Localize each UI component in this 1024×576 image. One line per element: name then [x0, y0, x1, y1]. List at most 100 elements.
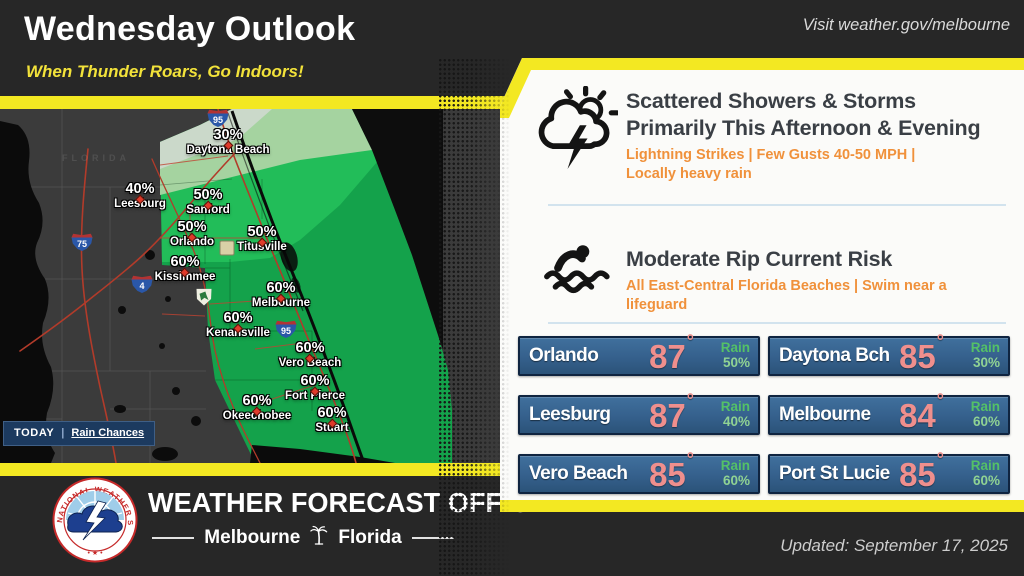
interstate-95-shield-icon: 95: [275, 320, 297, 338]
rain-chances-link[interactable]: Rain Chances: [71, 427, 145, 439]
atlantic-ocean: [352, 109, 443, 350]
rip-current-title: Moderate Rip Current Risk: [626, 247, 893, 271]
rain-chance-value: 50%: [193, 187, 223, 203]
storms-detail-line1: Lightning Strikes | Few Gusts 40-50 MPH …: [626, 147, 916, 163]
rain-percent: 60%: [972, 473, 1000, 488]
rain-percent: 60%: [722, 473, 750, 488]
county-lines-green: [159, 178, 313, 411]
map-city-stuart: 60%Stuart: [315, 406, 348, 435]
rain-label: Rain: [720, 399, 750, 415]
card-temperature: 87°: [649, 332, 694, 375]
map-city-orlando: 50%Orlando: [170, 220, 214, 249]
rain-chance-value: 50%: [247, 224, 277, 240]
forecast-details-panel: Scattered Showers & Storms Primarily Thi…: [500, 58, 1024, 512]
map-city-vero-beach: 60% Vero Beach: [279, 341, 342, 370]
route-number: 95: [280, 326, 291, 336]
forecast-card-melbourne: Melbourne 84° Rain 60%: [768, 391, 1010, 435]
degree-symbol: °: [936, 448, 944, 469]
section-divider: [548, 322, 1006, 324]
storms-title-line1: Scattered Showers & Storms: [626, 89, 916, 113]
forecast-card-vero-beach: Vero Beach 85° Rain 60%: [518, 450, 760, 494]
rain-chance-value: 50%: [177, 219, 207, 235]
office-title: WEATHER FORECAST OFFICE: [148, 487, 548, 518]
yellow-band-top: [0, 96, 505, 109]
dash-divider: [411, 536, 454, 539]
route-number: 95: [212, 115, 223, 125]
palm-tree-icon: [310, 525, 328, 550]
storm-cloud-lightning-icon: [538, 85, 620, 177]
degree-symbol: °: [686, 330, 694, 351]
secondary-roads: [159, 155, 316, 405]
rain-label: Rain: [720, 458, 750, 474]
route-number: 4: [139, 281, 145, 291]
degree-symbol: °: [686, 448, 694, 469]
rain-label: Rain: [720, 340, 750, 356]
temperature-value: 85: [899, 337, 936, 375]
legend-separator: |: [61, 427, 65, 439]
dash-divider: [152, 536, 195, 539]
card-city-name: Vero Beach: [529, 463, 628, 484]
card-temperature: 84°: [899, 391, 944, 434]
rain-chance-value: 60%: [242, 393, 272, 409]
location-state: Florida: [338, 526, 402, 548]
rain-percent: 40%: [722, 414, 750, 429]
map-city-melbourne: 60%Melbourne: [252, 281, 310, 310]
updated-timestamp: Updated: September 17, 2025: [780, 536, 1008, 555]
interstate-75-shield-icon: 75: [71, 233, 93, 251]
card-rain-chance: Rain 30%: [954, 341, 1000, 370]
barrier-island-coastline: [230, 110, 366, 463]
storms-title-line2: Primarily This Afternoon & Evening: [626, 116, 981, 140]
temperature-value: 85: [649, 455, 686, 493]
card-temperature: 85°: [899, 450, 944, 493]
nws-logo-icon: NATIONAL WEATHER SERVICE • ★ •: [49, 470, 138, 568]
rain-label: Rain: [970, 458, 1000, 474]
route-number: 75: [76, 239, 87, 249]
forecast-card-orlando: Orlando 87° Rain 50%: [518, 332, 760, 376]
map-legend: TODAY | Rain Chances: [3, 421, 156, 446]
map-city-daytona-beach: 30% Daytona Beach: [186, 128, 269, 157]
forecast-card-leesburg: Leesburg 87° Rain 40%: [518, 391, 760, 435]
temperature-value: 84: [899, 396, 936, 434]
rain-chance-value: 60%: [300, 373, 330, 389]
card-rain-chance: Rain 40%: [704, 400, 750, 429]
card-rain-chance: Rain 50%: [704, 341, 750, 370]
location-city: Melbourne: [204, 526, 301, 548]
card-temperature: 87°: [649, 391, 694, 434]
office-location: Melbourne Florida: [148, 525, 458, 550]
temperature-value: 87: [649, 396, 686, 434]
panel-yellow-bottom-strip: [500, 500, 1024, 512]
card-temperature: 85°: [899, 332, 944, 375]
rain-chance-value: 40%: [125, 181, 155, 197]
card-temperature: 85°: [649, 450, 694, 493]
lake-okeechobee: [250, 445, 395, 463]
section-divider: [548, 204, 1006, 206]
rip-current-section: Moderate Rip Current Risk All East-Centr…: [626, 246, 1006, 315]
storms-section: Scattered Showers & Storms Primarily Thi…: [626, 88, 1006, 184]
temperature-value: 87: [649, 337, 686, 375]
card-city-name: Melbourne: [779, 404, 871, 425]
temperature-value: 85: [899, 455, 936, 493]
rip-current-swimmer-icon: [540, 240, 612, 301]
forecast-card-port-st-lucie: Port St Lucie 85° Rain 60%: [768, 450, 1010, 494]
map-city-titusville: 50%Titusville: [237, 225, 287, 254]
card-rain-chance: Rain 60%: [704, 459, 750, 488]
page-title: Wednesday Outlook: [24, 10, 356, 48]
rain-chance-value: 30%: [213, 127, 243, 143]
florida-map-graphic: FLORIDA: [0, 109, 505, 463]
card-city-name: Orlando: [529, 345, 599, 366]
office-branding: WEATHER FORECAST OFFICE Melbourne Florid…: [148, 487, 548, 550]
card-city-name: Port St Lucie: [779, 463, 890, 484]
interstate-4-shield-icon: 4: [131, 275, 153, 293]
rain-label: Rain: [970, 399, 1000, 415]
card-rain-chance: Rain 60%: [954, 459, 1000, 488]
rain-chance-map: FLORIDA 30%Daytona Beach 40%Leesburg 50%…: [0, 109, 505, 463]
degree-symbol: °: [936, 330, 944, 351]
forecast-card-daytona: Daytona Bch 85° Rain 30%: [768, 332, 1010, 376]
rain-chance-value: 60%: [170, 254, 200, 270]
city-forecast-cards: Orlando 87° Rain 50% Daytona Bch 85° Rain…: [518, 332, 1010, 494]
rain-percent: 30%: [972, 355, 1000, 370]
rain-30-region: [160, 109, 272, 169]
safety-tagline: When Thunder Roars, Go Indoors!: [26, 62, 304, 81]
card-rain-chance: Rain 60%: [954, 400, 1000, 429]
